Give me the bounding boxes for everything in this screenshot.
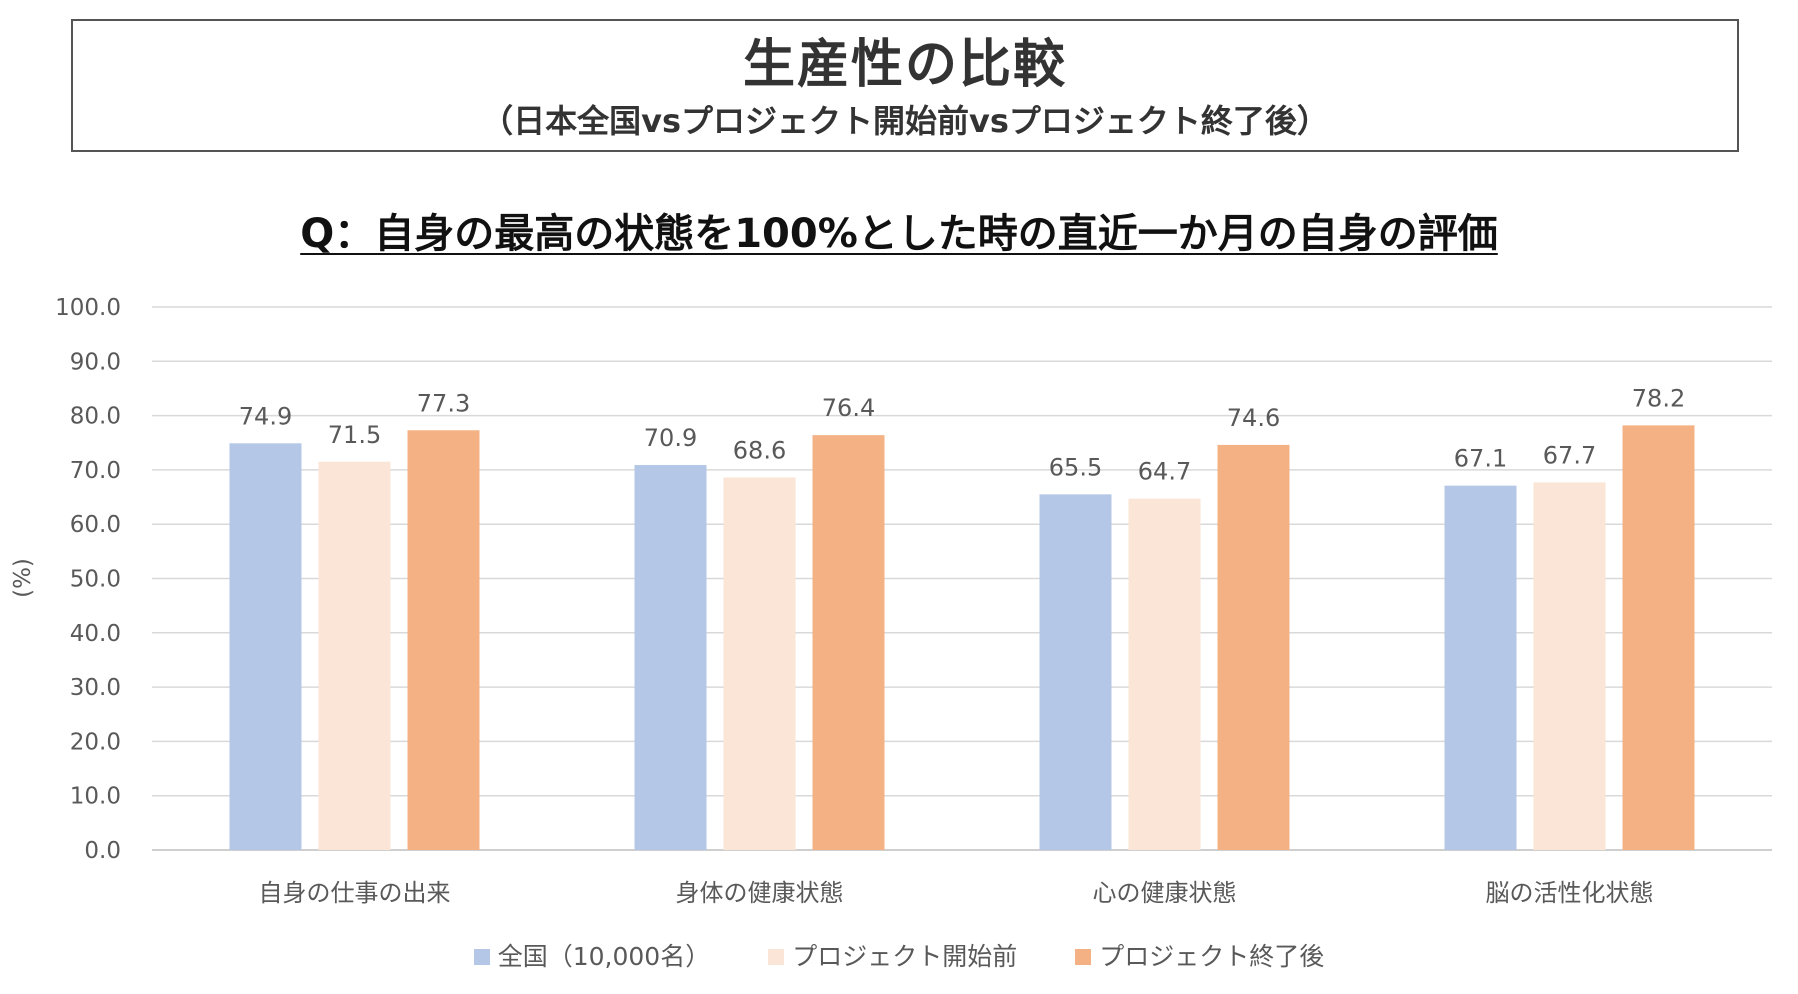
bar [1444, 485, 1517, 850]
y-tick-label: 60.0 [70, 512, 121, 538]
data-label: 78.2 [1632, 384, 1685, 412]
y-tick-label: 80.0 [70, 404, 121, 430]
page-subtitle: （日本全国vsプロジェクト開始前vsプロジェクト終了後） [481, 102, 1329, 140]
y-tick-label: 30.0 [70, 675, 121, 701]
data-label: 77.3 [417, 389, 470, 417]
data-label: 67.7 [1543, 441, 1596, 469]
y-tick-label: 40.0 [70, 621, 121, 647]
chart-legend: 全国（10,000名） プロジェクト開始前 プロジェクト終了後 [0, 940, 1798, 974]
page-title: 生産性の比較 [742, 35, 1067, 95]
bar [1128, 498, 1201, 850]
y-tick-label: 0.0 [84, 838, 121, 864]
y-tick-label: 50.0 [70, 567, 121, 593]
legend-swatch [1075, 949, 1092, 965]
data-label: 68.6 [733, 437, 786, 465]
x-tick-label: 自身の仕事の出来 [259, 879, 451, 907]
data-label: 65.5 [1049, 453, 1102, 481]
bar [723, 477, 796, 850]
x-tick-label: 身体の健康状態 [676, 879, 844, 907]
legend-item: プロジェクト終了後 [1075, 940, 1324, 974]
chart-title: Q：自身の最高の状態を100%とした時の直近一か月の自身の評価 [300, 211, 1498, 257]
data-label: 74.6 [1227, 404, 1280, 432]
data-label: 74.9 [239, 402, 292, 430]
bar [1622, 425, 1695, 850]
data-label: 76.4 [822, 394, 875, 422]
chart-question: Q：自身の最高の状態を100%とした時の直近一か月の自身の評価 [0, 208, 1798, 260]
legend-label: プロジェクト開始前 [792, 942, 1018, 971]
legend-label: 全国（10,000名） [497, 942, 711, 971]
legend-label: プロジェクト終了後 [1099, 942, 1325, 971]
bar [1039, 494, 1112, 850]
bar [318, 461, 391, 850]
bar [229, 443, 302, 850]
data-label: 71.5 [328, 421, 381, 449]
y-axis-label: (%) [10, 558, 36, 598]
legend-item: プロジェクト開始前 [768, 940, 1017, 974]
legend-swatch [768, 949, 785, 965]
y-tick-label: 20.0 [70, 729, 121, 755]
legend-item: 全国（10,000名） [473, 940, 711, 974]
data-label: 70.9 [644, 424, 697, 452]
data-label: 67.1 [1454, 445, 1507, 473]
y-tick-label: 70.0 [70, 458, 121, 484]
x-tick-label: 脳の活性化状態 [1486, 879, 1654, 907]
x-tick-label: 心の健康状態 [1093, 879, 1237, 907]
y-tick-label: 90.0 [70, 349, 121, 375]
bar [1217, 444, 1290, 850]
bar [634, 465, 707, 850]
bar [1533, 482, 1606, 850]
bar [812, 435, 885, 850]
legend-swatch [473, 949, 490, 965]
y-tick-label: 100.0 [55, 295, 121, 321]
y-tick-label: 10.0 [70, 784, 121, 810]
data-label: 64.7 [1138, 458, 1191, 486]
bar [407, 430, 480, 850]
title-box: 生産性の比較 （日本全国vsプロジェクト開始前vsプロジェクト終了後） [71, 19, 1739, 152]
